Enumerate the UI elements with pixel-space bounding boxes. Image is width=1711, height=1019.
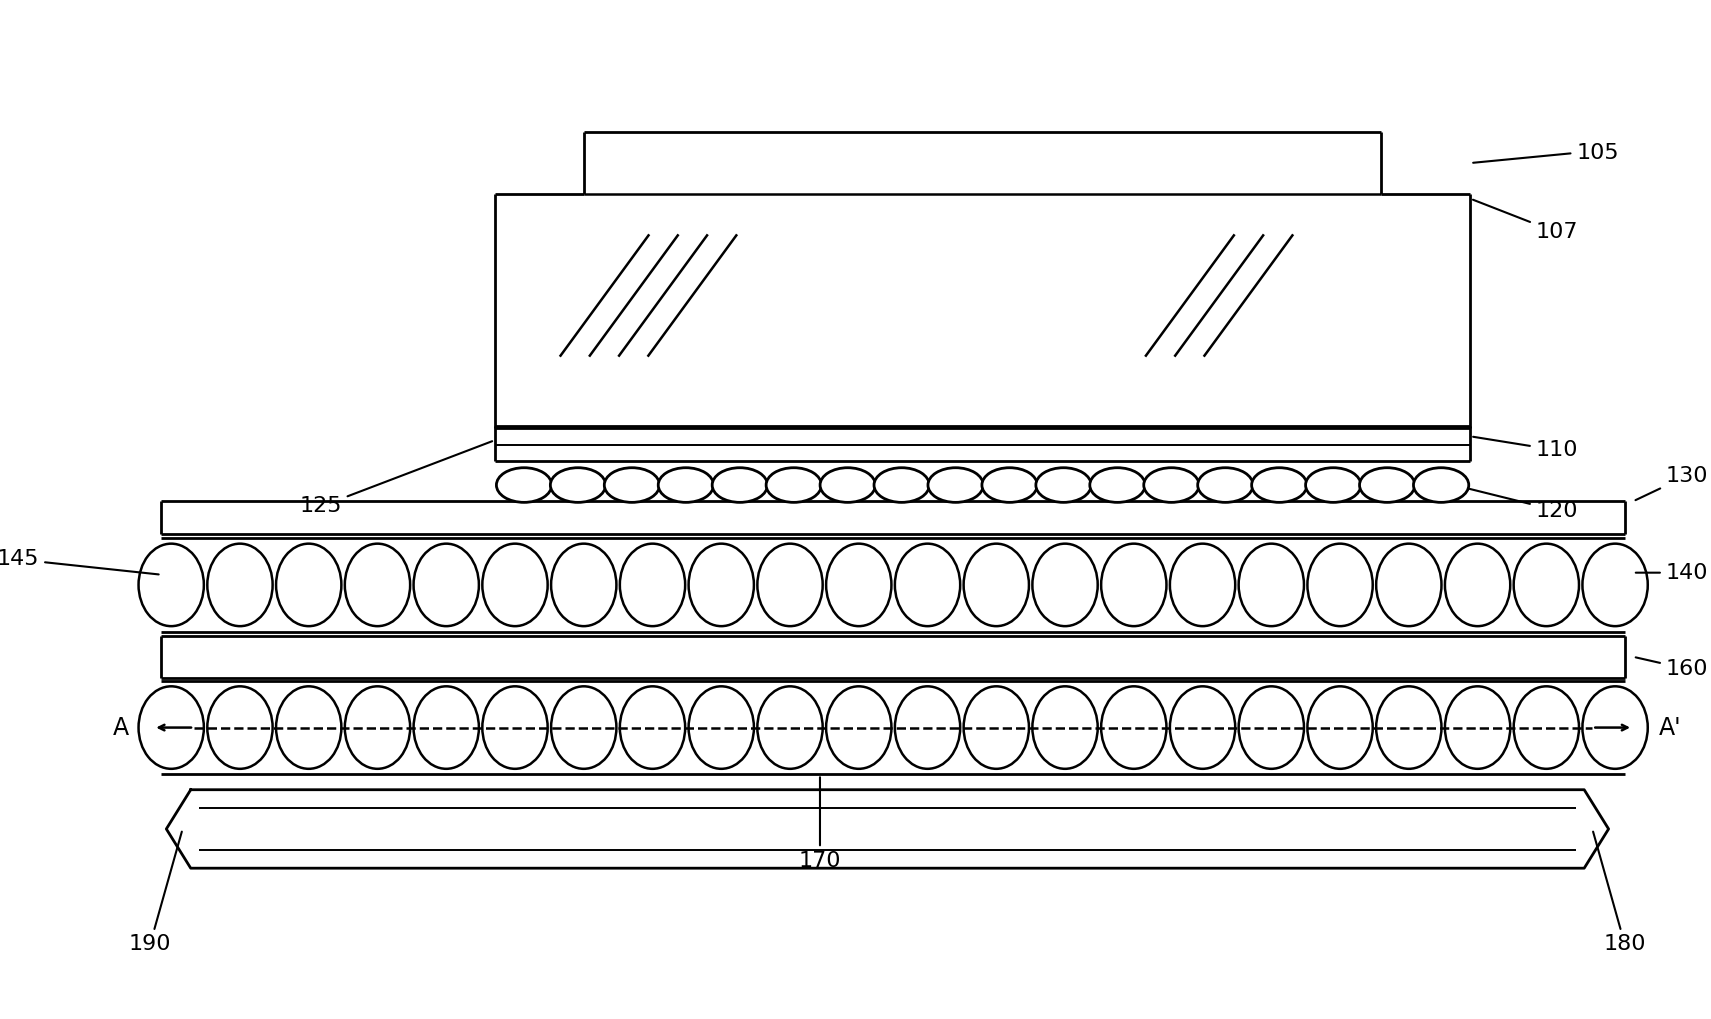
Circle shape (820, 468, 876, 502)
Text: 160: 160 (1636, 657, 1708, 679)
Ellipse shape (1514, 544, 1579, 626)
Ellipse shape (1307, 544, 1372, 626)
Ellipse shape (758, 687, 823, 768)
Ellipse shape (1102, 544, 1167, 626)
Circle shape (1305, 468, 1360, 502)
Circle shape (1198, 468, 1252, 502)
Ellipse shape (758, 544, 823, 626)
Circle shape (927, 468, 984, 502)
Ellipse shape (275, 544, 342, 626)
Circle shape (1143, 468, 1199, 502)
Text: 170: 170 (799, 777, 842, 871)
Text: 130: 130 (1636, 466, 1708, 500)
Ellipse shape (1444, 687, 1511, 768)
Ellipse shape (1376, 687, 1441, 768)
Ellipse shape (207, 544, 272, 626)
Ellipse shape (895, 687, 960, 768)
Ellipse shape (1444, 544, 1511, 626)
Polygon shape (166, 790, 1608, 868)
Ellipse shape (414, 687, 479, 768)
Text: 190: 190 (128, 832, 181, 955)
Ellipse shape (826, 687, 891, 768)
Ellipse shape (1583, 544, 1648, 626)
Text: 145: 145 (0, 549, 159, 575)
Ellipse shape (551, 687, 616, 768)
Text: 110: 110 (1473, 437, 1578, 461)
Ellipse shape (1239, 544, 1304, 626)
Circle shape (1090, 468, 1145, 502)
Circle shape (659, 468, 713, 502)
Ellipse shape (483, 544, 548, 626)
Polygon shape (161, 636, 1625, 678)
Text: 180: 180 (1593, 832, 1646, 955)
Ellipse shape (1032, 687, 1098, 768)
Circle shape (604, 468, 659, 502)
Ellipse shape (1170, 687, 1235, 768)
Ellipse shape (483, 687, 548, 768)
Polygon shape (494, 426, 1470, 461)
Text: 140: 140 (1636, 562, 1708, 583)
Ellipse shape (207, 687, 272, 768)
Text: A': A' (1660, 715, 1682, 740)
Ellipse shape (1583, 687, 1648, 768)
Circle shape (496, 468, 551, 502)
Circle shape (551, 468, 606, 502)
Ellipse shape (551, 544, 616, 626)
Ellipse shape (1102, 687, 1167, 768)
Circle shape (982, 468, 1037, 502)
Circle shape (1413, 468, 1468, 502)
Text: 120: 120 (1456, 486, 1578, 521)
Ellipse shape (1307, 687, 1372, 768)
Circle shape (1035, 468, 1092, 502)
Ellipse shape (826, 544, 891, 626)
Ellipse shape (1514, 687, 1579, 768)
Text: A: A (113, 715, 128, 740)
Ellipse shape (688, 687, 755, 768)
Ellipse shape (414, 544, 479, 626)
Ellipse shape (346, 687, 411, 768)
Ellipse shape (139, 544, 204, 626)
Ellipse shape (1376, 544, 1441, 626)
Ellipse shape (963, 687, 1028, 768)
Text: 107: 107 (1473, 200, 1578, 243)
Circle shape (1360, 468, 1415, 502)
Text: 125: 125 (299, 441, 493, 517)
Ellipse shape (895, 544, 960, 626)
Circle shape (1252, 468, 1307, 502)
Ellipse shape (1239, 687, 1304, 768)
Circle shape (874, 468, 929, 502)
Ellipse shape (139, 687, 204, 768)
Circle shape (712, 468, 768, 502)
Ellipse shape (963, 544, 1028, 626)
Ellipse shape (688, 544, 755, 626)
Text: 105: 105 (1473, 143, 1619, 163)
Circle shape (767, 468, 821, 502)
Ellipse shape (619, 544, 684, 626)
Ellipse shape (275, 687, 342, 768)
Polygon shape (161, 501, 1625, 534)
Ellipse shape (619, 687, 684, 768)
Ellipse shape (1170, 544, 1235, 626)
Ellipse shape (1032, 544, 1098, 626)
Ellipse shape (346, 544, 411, 626)
Polygon shape (494, 132, 1470, 428)
